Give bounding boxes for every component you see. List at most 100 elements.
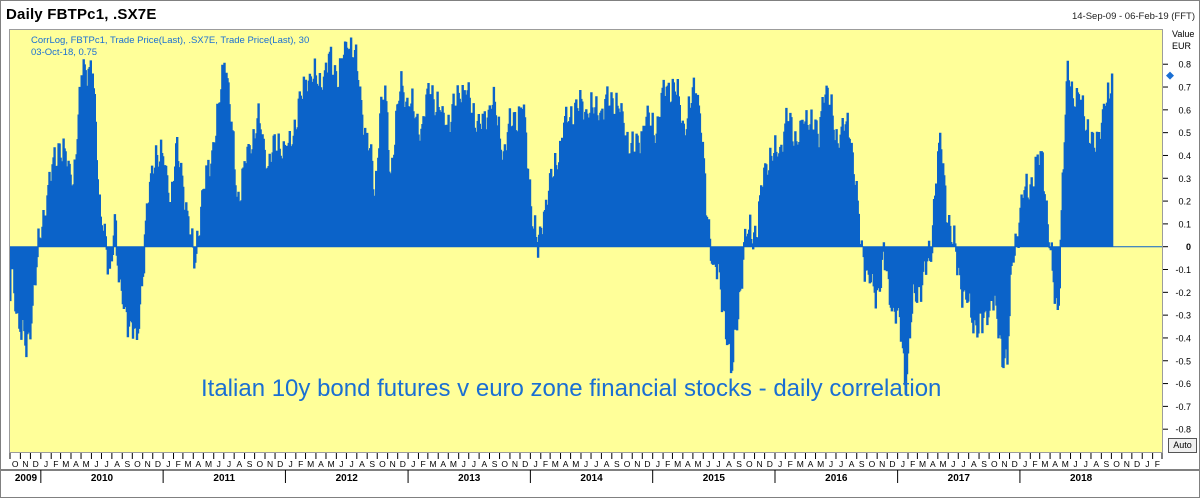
- month-tick-label: J: [829, 459, 833, 469]
- correlation-series: [10, 37, 1114, 395]
- year-label: 2009: [15, 473, 38, 484]
- month-tick-label: A: [726, 459, 732, 469]
- month-tick-label: J: [462, 459, 466, 469]
- month-tick-label: N: [512, 459, 518, 469]
- month-tick-label: M: [797, 459, 804, 469]
- month-tick-label: J: [1073, 459, 1077, 469]
- month-tick-label: J: [778, 459, 782, 469]
- month-tick-label: A: [604, 459, 610, 469]
- plot-area[interactable]: [9, 29, 1163, 453]
- y-tick-label: 0.4: [1178, 151, 1191, 161]
- month-tick-label: O: [624, 459, 631, 469]
- title-bar: Daily FBTPc1, .SX7E 14-Sep-09 - 06-Feb-1…: [1, 1, 1199, 29]
- value-axis: -0.8 -0.7 -0.6 -0.5 -0.4 -0.3 -0.2 -0.1 0 0.1 0.2 0…: [1163, 29, 1199, 453]
- month-tick-label: O: [134, 459, 141, 469]
- series-legend-line: CorrLog, FBTPc1, Trade Price(Last), .SX7…: [31, 35, 310, 46]
- month-tick-label: D: [400, 459, 406, 469]
- month-tick-label: F: [1032, 459, 1037, 469]
- month-tick-label: J: [584, 459, 588, 469]
- y-tick-label: 0.8: [1178, 60, 1191, 70]
- month-tick-label: M: [450, 459, 457, 469]
- month-tick-label: J: [411, 459, 415, 469]
- month-tick-label: M: [328, 459, 335, 469]
- month-tick-label: F: [53, 459, 58, 469]
- month-tick-label: O: [991, 459, 998, 469]
- month-tick-label: J: [44, 459, 48, 469]
- month-tick-label: O: [746, 459, 753, 469]
- month-tick-label: S: [614, 459, 620, 469]
- year-label: 2010: [91, 473, 114, 484]
- month-tick-label: M: [62, 459, 69, 469]
- y-tick-label: 0.3: [1178, 174, 1191, 184]
- month-tick-label: J: [105, 459, 109, 469]
- month-tick-label: O: [379, 459, 386, 469]
- month-tick-label: J: [166, 459, 170, 469]
- month-tick-label: M: [674, 459, 681, 469]
- month-tick-label: J: [594, 459, 598, 469]
- y-tick-label: -0.6: [1175, 379, 1191, 389]
- month-tick-label: M: [1062, 459, 1069, 469]
- month-tick-label: D: [1134, 459, 1140, 469]
- month-tick-label: D: [889, 459, 895, 469]
- month-tick-label: S: [369, 459, 375, 469]
- month-tick-label: J: [1145, 459, 1149, 469]
- month-tick-label: A: [849, 459, 855, 469]
- year-label: 2012: [336, 473, 359, 484]
- year-label: 2017: [948, 473, 971, 484]
- y-tick-label: 0.6: [1178, 105, 1191, 115]
- month-tick-label: N: [879, 459, 885, 469]
- month-tick-label: D: [33, 459, 39, 469]
- year-label: 2016: [825, 473, 848, 484]
- month-tick-label: A: [114, 459, 120, 469]
- month-tick-label: J: [656, 459, 660, 469]
- month-tick-label: M: [919, 459, 926, 469]
- month-tick-label: A: [808, 459, 814, 469]
- month-tick-label: M: [429, 459, 436, 469]
- auto-scale-button[interactable]: Auto: [1168, 438, 1197, 453]
- year-label: 2018: [1070, 473, 1093, 484]
- month-tick-label: M: [307, 459, 314, 469]
- y-tick-label: 0.5: [1178, 128, 1191, 138]
- month-tick-label: S: [492, 459, 498, 469]
- month-tick-label: N: [1124, 459, 1130, 469]
- month-tick-label: A: [237, 459, 243, 469]
- date-range-label: 14-Sep-09 - 06-Feb-19 (FFT): [1071, 11, 1195, 22]
- y-tick-label: -0.1: [1175, 265, 1191, 275]
- y-tick-label: 0.2: [1178, 197, 1191, 207]
- y-tick-label: -0.8: [1175, 425, 1191, 435]
- month-tick-label: J: [533, 459, 537, 469]
- value-axis-title: Value: [1172, 29, 1195, 39]
- month-tick-label: A: [563, 459, 569, 469]
- month-tick-label: M: [552, 459, 559, 469]
- year-label: 2014: [580, 473, 603, 484]
- month-tick-label: O: [12, 459, 19, 469]
- month-tick-label: A: [481, 459, 487, 469]
- y-tick-label: 0.1: [1178, 219, 1191, 229]
- month-tick-label: M: [185, 459, 192, 469]
- month-tick-label: O: [1113, 459, 1120, 469]
- month-tick-label: M: [939, 459, 946, 469]
- month-tick-label: J: [706, 459, 710, 469]
- month-tick-label: J: [349, 459, 353, 469]
- y-tick-label: -0.7: [1175, 402, 1191, 412]
- month-tick-label: J: [716, 459, 720, 469]
- month-tick-label: J: [1023, 459, 1027, 469]
- month-tick-label: F: [788, 459, 793, 469]
- month-tick-label: F: [910, 459, 915, 469]
- series-legend: CorrLog, FBTPc1, Trade Price(Last), .SX7…: [31, 35, 309, 59]
- month-tick-label: J: [901, 459, 905, 469]
- month-tick-label: F: [543, 459, 548, 469]
- y-tick-label: -0.2: [1175, 288, 1191, 298]
- month-tick-label: N: [634, 459, 640, 469]
- year-label: 2015: [703, 473, 726, 484]
- month-tick-label: N: [390, 459, 396, 469]
- y-tick-label: 0.7: [1178, 83, 1191, 93]
- value-axis-svg: -0.8 -0.7 -0.6 -0.5 -0.4 -0.3 -0.2 -0.1 0 0.1 0.2 0…: [1163, 60, 1191, 435]
- month-tick-label: S: [1104, 459, 1110, 469]
- month-tick-label: D: [1012, 459, 1018, 469]
- month-tick-label: S: [981, 459, 987, 469]
- month-tick-label: F: [1155, 459, 1160, 469]
- month-tick-label: O: [256, 459, 263, 469]
